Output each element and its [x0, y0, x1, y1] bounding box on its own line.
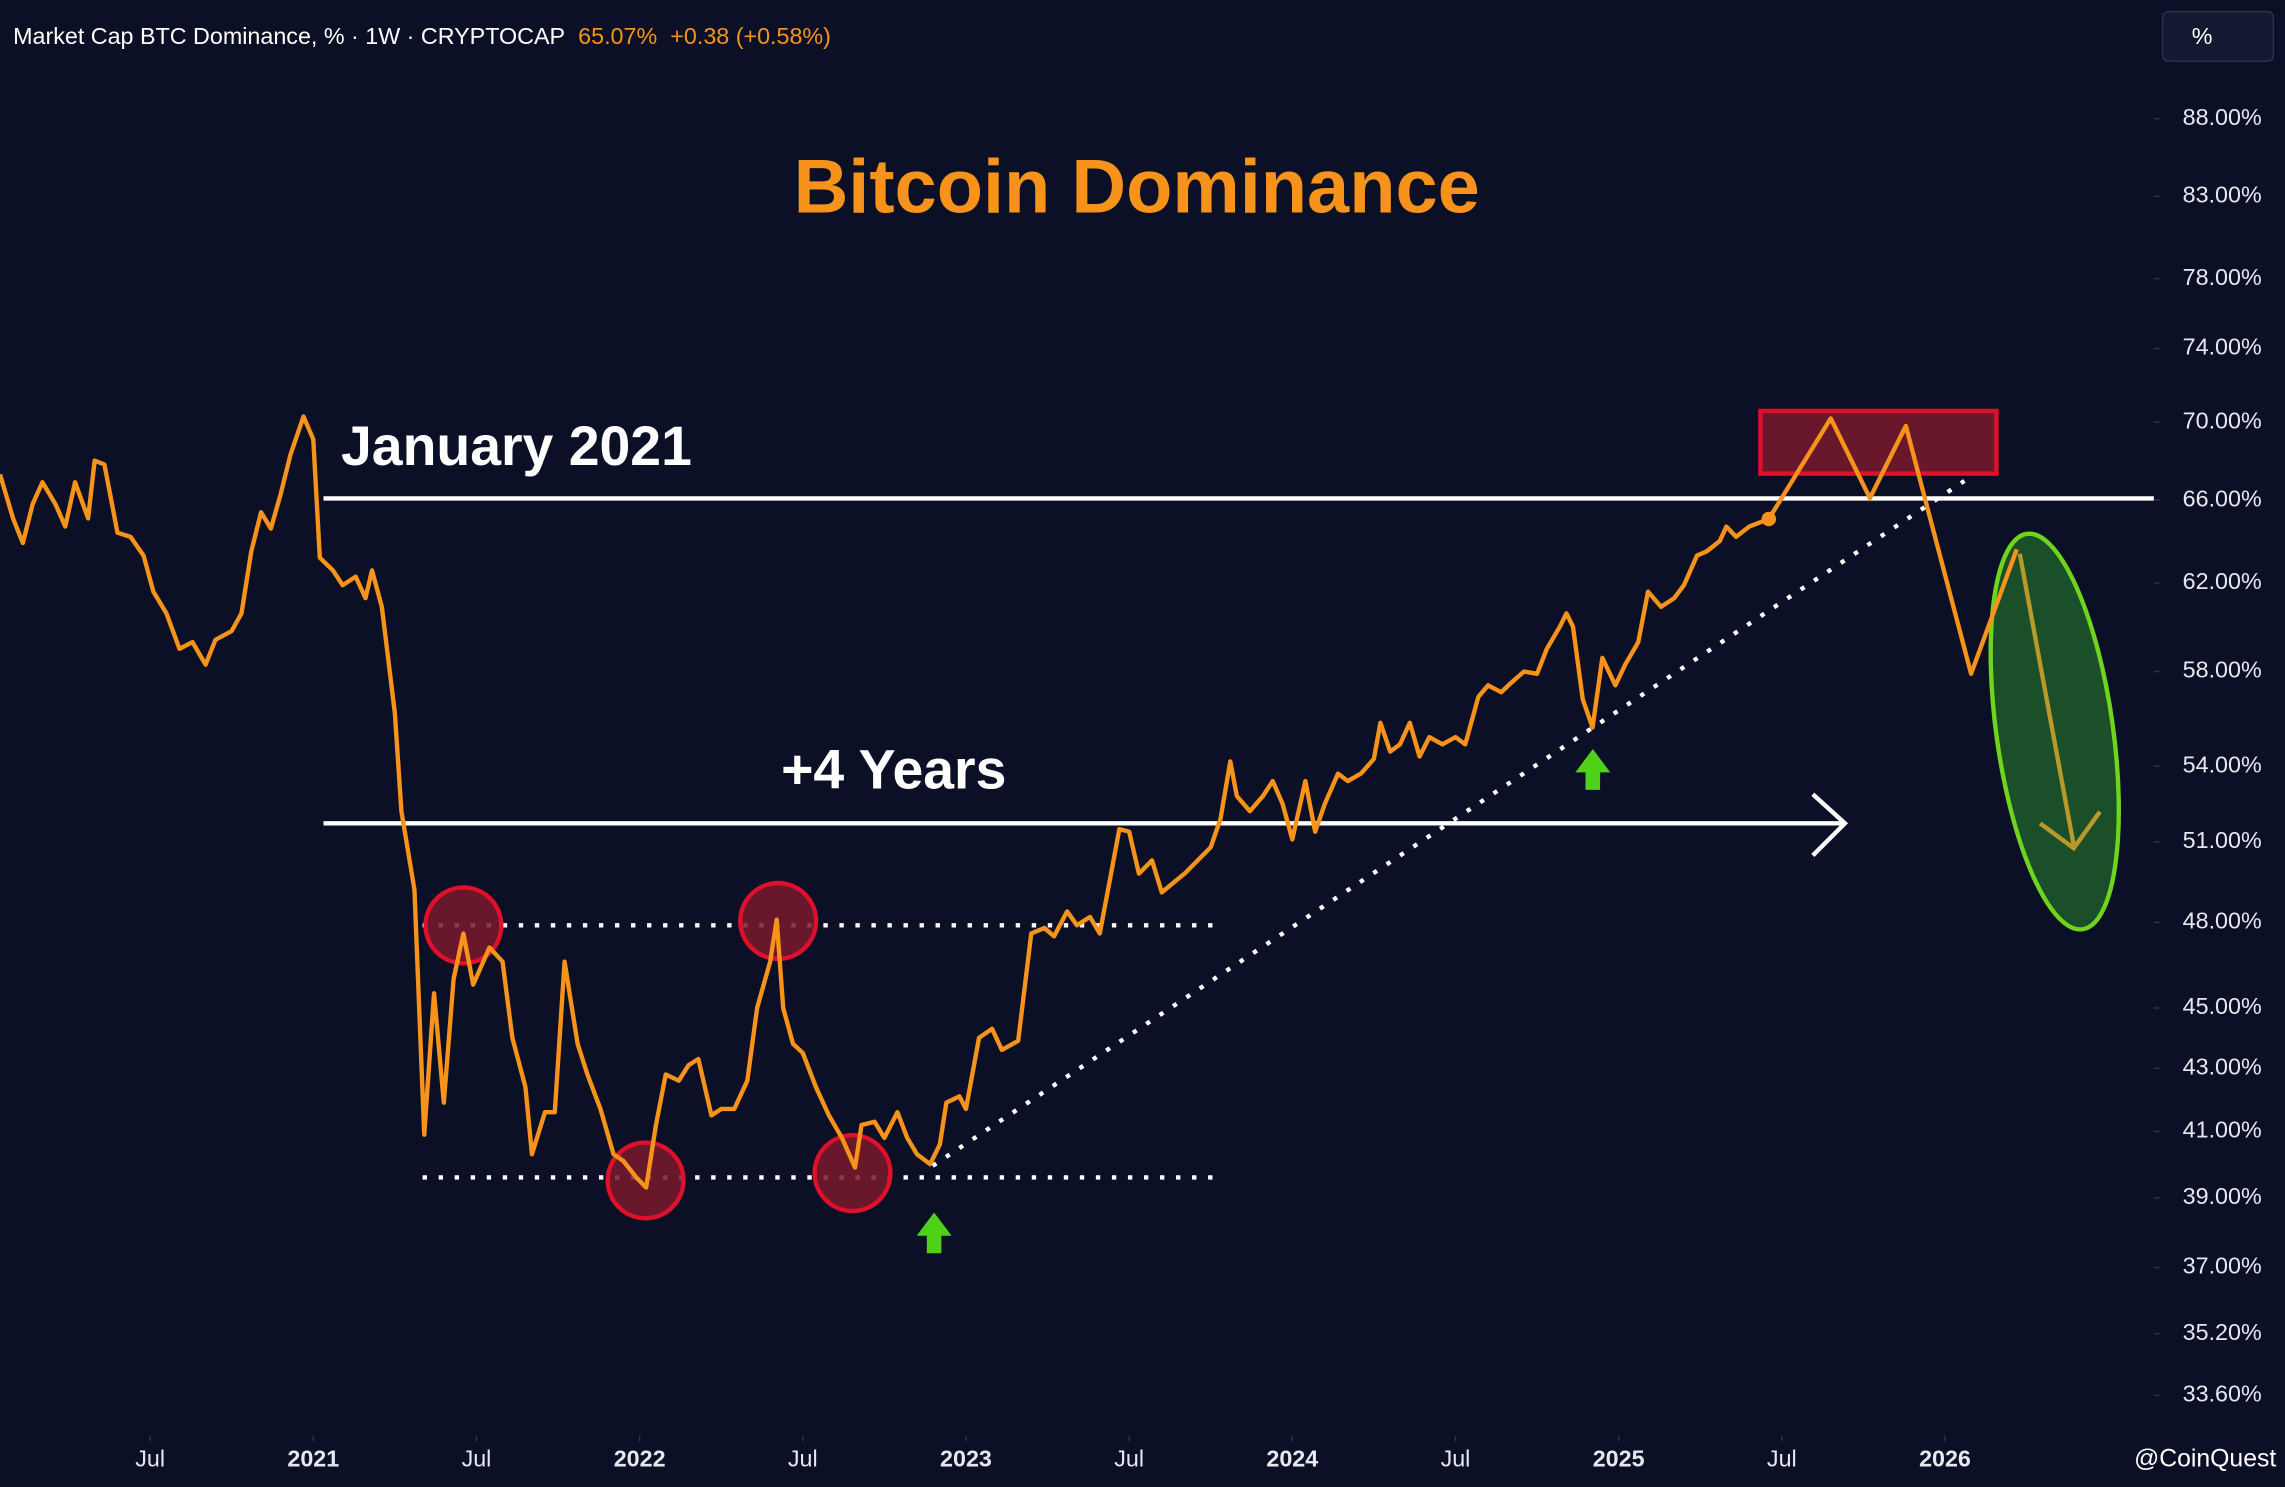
y-tick-label: 58.00% — [2183, 657, 2262, 683]
y-tick-label: 51.00% — [2183, 827, 2262, 853]
x-tick-label: Jul — [462, 1445, 492, 1471]
y-tick-label: 62.00% — [2183, 568, 2262, 594]
up-arrow — [1575, 749, 1611, 790]
y-tick-label: 83.00% — [2183, 181, 2262, 207]
x-tick-label: 2023 — [940, 1445, 992, 1471]
y-tick-label: 54.00% — [2183, 751, 2262, 777]
series-line — [1766, 416, 2019, 676]
last-value: 65.07% — [578, 23, 657, 49]
down-arrow-head — [2038, 810, 2102, 852]
x-tick-label: 2022 — [614, 1445, 666, 1471]
x-tick-label: Jul — [788, 1445, 818, 1471]
y-tick-label: 41.00% — [2183, 1117, 2262, 1143]
annotation: January 2021 — [341, 415, 692, 477]
y-tick-label: 66.00% — [2183, 485, 2262, 511]
y-tick-label: 33.60% — [2183, 1381, 2262, 1407]
scale-button-label[interactable]: % — [2192, 23, 2213, 49]
header: Market Cap BTC Dominance, % · 1W · CRYPT… — [13, 23, 831, 49]
y-tick-label: 39.00% — [2183, 1183, 2262, 1209]
x-tick-label: 2021 — [287, 1445, 339, 1471]
x-tick-label: Jul — [1114, 1445, 1144, 1471]
chart-title: Bitcoin Dominance — [794, 144, 1480, 229]
symbol: Market Cap BTC Dominance, % · 1W · CRYPT… — [13, 23, 565, 49]
x-tick-label: 2024 — [1266, 1445, 1318, 1471]
arrow-head — [1811, 792, 1849, 857]
scale-button[interactable] — [2161, 10, 2275, 62]
y-tick-label: 48.00% — [2183, 908, 2262, 934]
change: +0.38 (+0.58%) — [670, 23, 831, 49]
x-tick-label: 2026 — [1919, 1445, 1971, 1471]
circle — [423, 885, 504, 966]
x-tick-label: Jul — [135, 1445, 165, 1471]
up-arrow — [916, 1212, 952, 1254]
x-tick-label: 2025 — [1593, 1445, 1645, 1471]
x-tick-label: Jul — [1767, 1445, 1797, 1471]
down-arrow — [2017, 553, 2076, 846]
y-tick-label: 78.00% — [2183, 264, 2262, 290]
last-point — [1761, 511, 1777, 527]
series-line — [0, 414, 1770, 1190]
y-tick-label: 35.20% — [2183, 1319, 2262, 1345]
annotation: +4 Years — [781, 738, 1006, 800]
y-tick-label: 45.00% — [2183, 993, 2262, 1019]
x-tick-label: Jul — [1441, 1445, 1471, 1471]
y-tick-label: 74.00% — [2183, 334, 2262, 360]
y-tick-label: 88.00% — [2183, 104, 2262, 130]
watermark: @CoinQuest — [2134, 1446, 2276, 1473]
top-box — [1758, 408, 1999, 476]
circle — [812, 1133, 893, 1214]
y-tick-label: 70.00% — [2183, 407, 2262, 433]
y-tick-label: 43.00% — [2183, 1053, 2262, 1079]
y-tick-label: 37.00% — [2183, 1253, 2262, 1279]
